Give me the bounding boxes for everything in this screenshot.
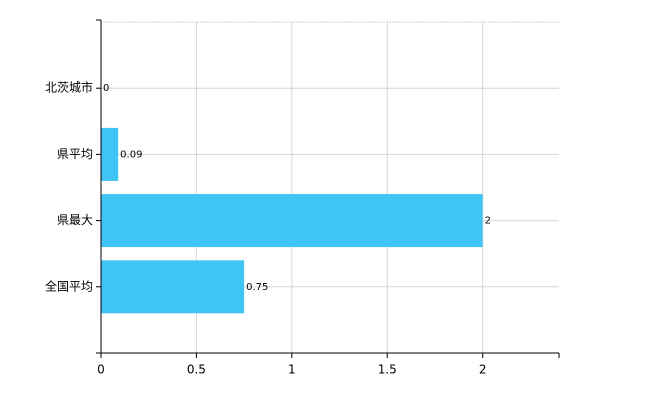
- y-tick-label: 全国平均: [45, 278, 93, 293]
- value-label: 0.09: [120, 149, 142, 160]
- y-tick-label: 北茨城市: [45, 80, 93, 95]
- x-tick-label: 2: [479, 363, 487, 377]
- bar: [101, 260, 245, 314]
- x-tick-label: 0.5: [187, 363, 206, 377]
- value-label: 2: [485, 216, 491, 227]
- value-label: 0: [103, 83, 109, 94]
- x-tick-label: 1.5: [378, 363, 397, 377]
- bar: [101, 127, 119, 181]
- bar: [101, 194, 483, 248]
- x-tick-label: 1: [288, 363, 296, 377]
- x-tick-label: 0: [97, 363, 105, 377]
- y-tick-label: 県最大: [57, 213, 93, 227]
- value-label: 0.75: [246, 282, 268, 293]
- y-tick-label: 県平均: [57, 147, 93, 161]
